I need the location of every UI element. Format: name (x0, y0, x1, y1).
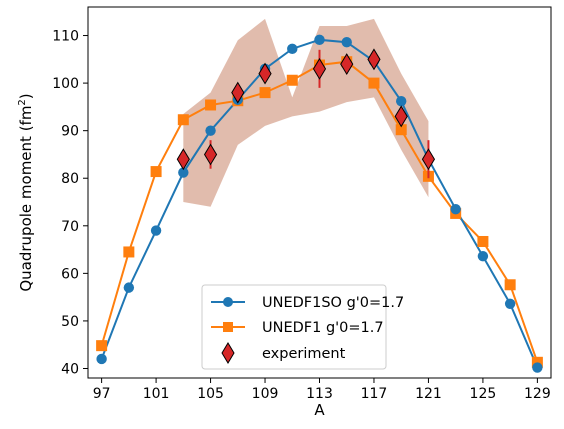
legend: UNEDF1SO g'0=1.7 UNEDF1 g'0=1.7 experime… (201, 284, 404, 370)
data-point-unedf1so (178, 167, 189, 178)
x-tick-label: 113 (306, 386, 333, 402)
data-point-experiment (203, 143, 218, 166)
legend-entry-unedf1: UNEDF1 g'0=1.7 (211, 320, 384, 336)
y-tick-label: 50 (61, 314, 79, 330)
y-tick-label: 90 (61, 124, 79, 140)
y-tick-label: 60 (61, 266, 79, 282)
data-point-unedf1so (314, 34, 325, 46)
data-point-unedf1so (150, 225, 162, 236)
legend-marker-experiment (221, 342, 235, 364)
data-point-unedf1 (477, 235, 489, 247)
data-point-experiment (312, 57, 327, 80)
data-point-experiment (394, 105, 408, 128)
series-layer (96, 34, 543, 373)
legend-label-unedf1: UNEDF1 g'0=1.7 (262, 320, 384, 336)
y-tick-label: 70 (61, 219, 79, 235)
uncertainty-band (183, 18, 429, 207)
legend-entry-experiment: experiment (221, 342, 346, 364)
x-tick-label: 125 (470, 386, 497, 402)
x-tick-label: 101 (143, 386, 170, 402)
data-point-unedf1 (205, 99, 217, 111)
y-tick-label: 100 (52, 76, 79, 92)
x-axis-label: A (314, 401, 325, 419)
data-point-unedf1 (123, 246, 135, 258)
y-tick-label: 80 (61, 171, 79, 187)
legend-label-experiment: experiment (262, 346, 346, 362)
data-point-unedf1so (450, 203, 461, 215)
legend-entry-unedf1so: UNEDF1SO g'0=1.7 (211, 295, 404, 311)
y-axis-label-superscript: 2 (17, 99, 28, 105)
ticks-layer: 97 101 105 109 113 117 121 125 129 40 50 60 70 80 90 10… (52, 29, 550, 402)
data-point-unedf1so (123, 282, 135, 293)
data-point-unedf1 (531, 356, 543, 368)
data-point-unedf1so (205, 125, 216, 136)
data-point-unedf1 (368, 77, 380, 89)
data-point-experiment (421, 148, 436, 171)
y-axis-label-close: ) (17, 93, 35, 99)
data-point-unedf1 (96, 340, 108, 352)
y-tick-label: 40 (61, 361, 79, 377)
data-point-experiment (176, 148, 190, 171)
data-point-unedf1 (259, 87, 271, 99)
data-point-experiment (367, 48, 381, 71)
data-point-unedf1 (150, 166, 162, 178)
x-tick-label: 105 (197, 386, 224, 402)
legend-marker-unedf1 (223, 322, 233, 332)
uncertainty-band-layer (183, 18, 429, 207)
legend-label-unedf1so: UNEDF1SO g'0=1.7 (262, 295, 404, 311)
x-tick-label: 129 (524, 386, 551, 402)
data-point-unedf1so (287, 43, 298, 55)
data-point-experiment (258, 62, 272, 85)
data-point-unedf1so (396, 95, 407, 107)
legend-frame (201, 284, 387, 370)
data-point-experiment (231, 81, 245, 104)
x-tick-label: 97 (93, 386, 111, 402)
x-tick-label: 121 (415, 386, 442, 402)
x-tick-label: 109 (252, 386, 279, 402)
data-point-unedf1 (177, 114, 189, 126)
legend-marker-unedf1so (223, 297, 233, 307)
data-point-experiment (340, 53, 354, 76)
y-axis-label: Quadrupole moment (fm2) (17, 93, 35, 291)
data-point-unedf1so (477, 251, 489, 262)
data-point-unedf1so (341, 36, 352, 48)
data-point-unedf1 (395, 124, 407, 136)
data-point-unedf1so (96, 353, 107, 365)
data-point-unedf1 (504, 279, 516, 291)
data-point-unedf1 (286, 74, 298, 86)
x-tick-label: 117 (361, 386, 388, 402)
y-tick-label: 110 (52, 29, 79, 45)
y-axis-label-text: Quadrupole moment (fm (17, 106, 35, 292)
data-point-unedf1so (504, 298, 516, 309)
data-point-unedf1so (532, 362, 543, 373)
